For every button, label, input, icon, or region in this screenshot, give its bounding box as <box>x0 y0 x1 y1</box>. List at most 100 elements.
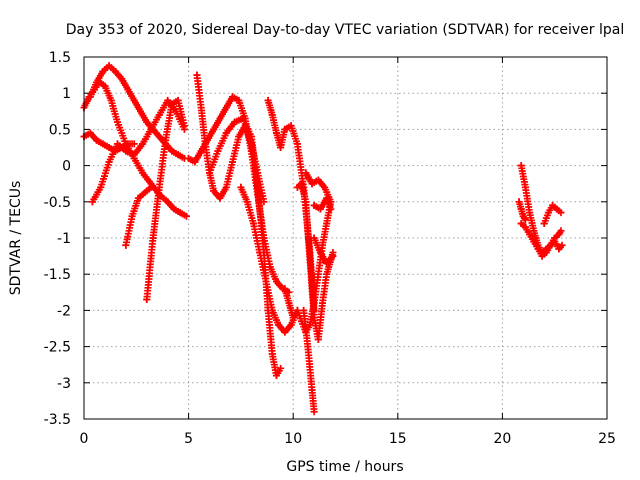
data-point <box>310 408 318 416</box>
data-point <box>113 140 121 148</box>
data-point <box>235 96 243 104</box>
data-point <box>293 140 301 148</box>
y-tick-label: 1 <box>62 86 71 102</box>
data-point <box>93 136 101 144</box>
data-point <box>298 180 306 188</box>
data-point <box>229 158 237 166</box>
data-point <box>547 241 555 249</box>
data-point <box>302 169 310 177</box>
data-series-arc-16 <box>310 194 335 213</box>
data-point <box>277 364 285 372</box>
data-point <box>149 234 157 242</box>
data-point <box>143 296 151 304</box>
data-point <box>155 183 163 191</box>
data-series <box>80 62 566 416</box>
data-point <box>526 230 534 238</box>
data-point <box>105 144 113 151</box>
x-tick-label: 15 <box>389 431 407 447</box>
data-point <box>136 107 144 115</box>
data-point <box>155 111 163 119</box>
data-series-arc-15 <box>302 169 335 206</box>
data-point <box>316 248 324 256</box>
x-axis-label: GPS time / hours <box>286 459 403 475</box>
data-point <box>122 241 130 249</box>
data-point <box>553 205 561 213</box>
data-point <box>293 183 301 191</box>
data-point <box>558 241 566 249</box>
data-point <box>268 350 276 358</box>
x-tick-label: 25 <box>598 431 616 447</box>
data-point <box>139 140 147 148</box>
data-point <box>323 259 331 267</box>
data-point <box>237 183 245 191</box>
x-tick-label: 0 <box>80 431 89 447</box>
data-point <box>285 299 293 307</box>
data-point <box>185 154 193 162</box>
data-point <box>210 187 218 195</box>
data-point <box>86 129 94 137</box>
data-point <box>289 314 297 322</box>
data-point <box>321 183 329 191</box>
grid <box>84 57 607 419</box>
data-point <box>526 209 534 217</box>
data-point <box>262 277 270 285</box>
data-point <box>534 245 542 253</box>
data-point <box>287 321 295 329</box>
data-series-arc-10 <box>237 183 301 336</box>
data-point <box>155 133 163 141</box>
data-point <box>517 220 525 228</box>
data-point <box>143 118 151 126</box>
data-point <box>162 136 170 144</box>
data-point <box>314 335 322 343</box>
data-point <box>314 270 322 278</box>
data-point <box>538 252 546 260</box>
data-point <box>308 386 316 394</box>
data-series-arc-9 <box>206 115 285 380</box>
data-point <box>555 245 563 253</box>
data-point <box>557 209 565 217</box>
data-point <box>254 183 262 191</box>
data-point <box>293 306 301 314</box>
axis-ticks <box>83 56 608 420</box>
data-point <box>118 75 126 83</box>
data-point <box>306 256 314 264</box>
data-point <box>544 209 552 217</box>
data-point <box>168 100 176 108</box>
data-point <box>122 147 130 155</box>
y-tick-label: -3 <box>57 376 71 392</box>
data-point <box>323 194 331 202</box>
data-point <box>277 144 285 151</box>
data-series-arc-19 <box>517 220 566 260</box>
data-point <box>130 140 138 148</box>
data-point <box>275 321 283 329</box>
data-point <box>197 147 205 155</box>
data-point <box>310 234 318 242</box>
data-series-arc-14 <box>300 306 318 416</box>
y-axis-tick-labels: 1.5 1 0.5 0 -0.5 -1 -1.5 -2 -2.5 -3 -3.5 <box>44 50 71 428</box>
data-point <box>264 96 272 104</box>
data-series-arc-6 <box>143 96 188 304</box>
x-axis-tick-labels: 0 5 10 15 20 25 <box>80 431 616 447</box>
data-point <box>268 306 276 314</box>
data-series-arc-17 <box>310 234 337 267</box>
data-series-arc-20 <box>540 201 565 228</box>
data-point <box>272 129 280 137</box>
y-tick-label: -2 <box>57 303 71 319</box>
data-point <box>124 86 132 94</box>
data-point <box>134 194 142 202</box>
data-series-arc-4 <box>88 96 188 206</box>
data-point <box>272 372 280 380</box>
data-point <box>86 93 94 101</box>
data-point <box>300 306 308 314</box>
data-point <box>222 129 230 137</box>
data-point <box>206 169 214 177</box>
data-point <box>243 198 251 206</box>
data-point <box>256 248 264 256</box>
data-point <box>557 227 565 235</box>
data-point <box>308 180 316 188</box>
data-point <box>214 147 222 155</box>
data-point <box>99 140 107 148</box>
data-point <box>147 125 155 133</box>
data-point <box>310 314 318 322</box>
